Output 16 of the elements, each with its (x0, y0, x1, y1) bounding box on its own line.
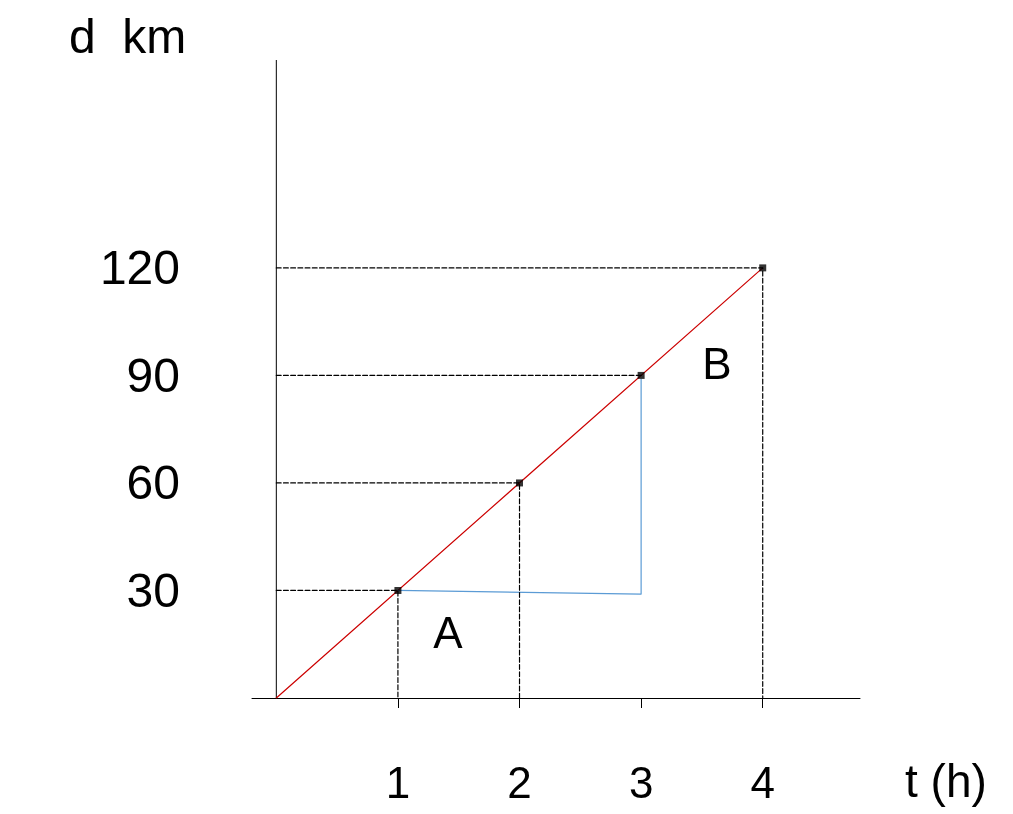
y-tick-label: 90 (126, 348, 180, 402)
y-axis-title: d km (68, 9, 187, 63)
y-tick-label: 30 (126, 563, 180, 617)
y-tick-label: 120 (99, 241, 180, 295)
annotation: B (702, 338, 732, 388)
point (759, 264, 767, 272)
x-tick-label: 4 (750, 757, 775, 807)
annotation: A (433, 607, 464, 657)
x-tick-label: 3 (628, 757, 654, 807)
x-tick-label: 2 (507, 757, 532, 807)
x-tick-label: 1 (385, 757, 411, 807)
y-tick-label: 60 (126, 456, 180, 510)
point (516, 479, 524, 487)
point (637, 371, 645, 379)
x-axis-title: t (h) (905, 755, 987, 807)
point (394, 586, 402, 594)
